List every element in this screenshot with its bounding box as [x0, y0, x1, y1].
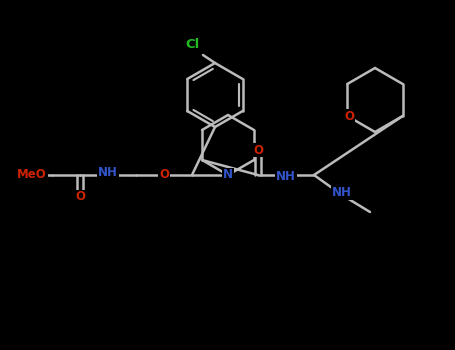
Text: N: N: [223, 168, 233, 182]
Text: O: O: [253, 144, 263, 156]
Text: NH: NH: [276, 170, 296, 183]
Text: O: O: [75, 190, 85, 203]
Text: NH: NH: [332, 187, 352, 199]
Text: MeO: MeO: [17, 168, 47, 182]
Text: O: O: [159, 168, 169, 182]
Text: Cl: Cl: [186, 38, 200, 51]
Text: NH: NH: [98, 167, 118, 180]
Text: O: O: [344, 110, 354, 122]
